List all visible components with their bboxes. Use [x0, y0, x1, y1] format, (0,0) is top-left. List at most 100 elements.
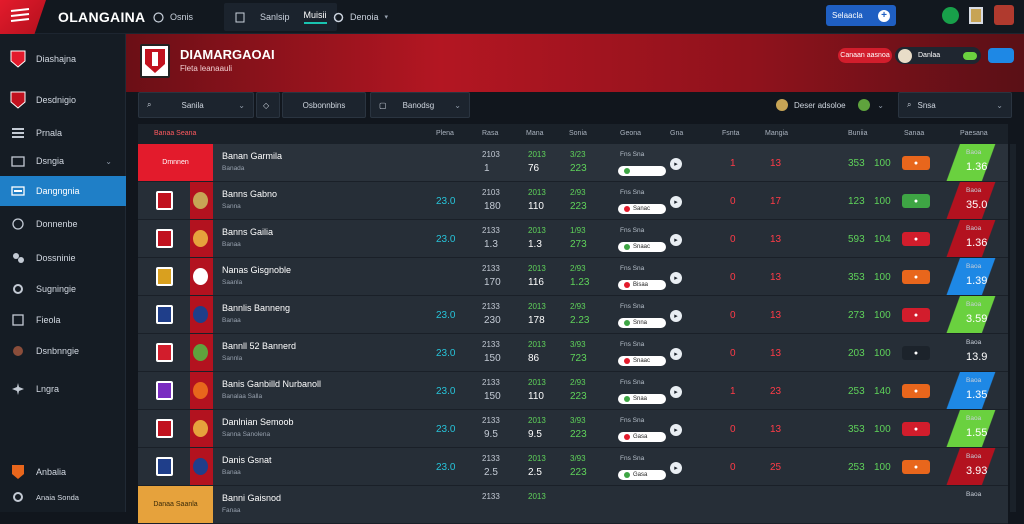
- sidebar-item-2[interactable]: Prnala: [0, 118, 126, 148]
- team-subtitle: Banaa: [222, 241, 241, 248]
- sidebar-item-5[interactable]: Donnenbe: [0, 209, 126, 239]
- action-button[interactable]: ●: [902, 384, 930, 398]
- odds-pill[interactable]: Bisaa: [618, 280, 666, 290]
- action-button[interactable]: ●: [902, 308, 930, 322]
- action-button[interactable]: ●: [902, 156, 930, 170]
- filter-select-1[interactable]: ⌕ Sanila ⌄: [138, 92, 254, 118]
- filter-select-2[interactable]: Osbonnbins: [282, 92, 366, 118]
- price-value[interactable]: 1.36: [966, 237, 988, 249]
- play-icon[interactable]: ▸: [670, 158, 682, 170]
- team-name[interactable]: Danis Gsnat: [222, 455, 272, 465]
- stat-b2: 180: [484, 201, 501, 212]
- top-cta-button[interactable]: Selaacla +: [826, 5, 896, 26]
- table-row[interactable]: Danaa Saanla Banni Gaisnod Fanaa 2133 2013 Ba…: [138, 486, 1008, 524]
- price-label: Baoa: [966, 263, 982, 270]
- avatar[interactable]: [994, 5, 1014, 25]
- odds-pill[interactable]: Snaac: [618, 356, 666, 366]
- table-row[interactable]: Danlnian Semoob Sanna Sanolena 23.0 2133 9.5…: [138, 410, 1008, 448]
- table-row[interactable]: Banns Gailia Banaa 23.0 2133 1.3 2013 1.3 1/93 2…: [138, 220, 1008, 258]
- sidebar-item-6[interactable]: Dossninie: [0, 243, 126, 273]
- play-icon[interactable]: ▸: [670, 462, 682, 474]
- stat-b2: 2.5: [484, 467, 498, 478]
- team-subtitle: Sannla: [222, 355, 243, 362]
- flag-icon[interactable]: [969, 7, 983, 24]
- tab-muisii[interactable]: Muisii: [303, 10, 327, 24]
- table-row[interactable]: Nanas Gisgnoble Saanla 2133 170 2013 116 2/93 1…: [138, 258, 1008, 296]
- action-button[interactable]: ●: [902, 270, 930, 284]
- play-icon[interactable]: ▸: [670, 272, 682, 284]
- alert-pill[interactable]: Canaan aasnoa: [838, 48, 892, 63]
- team-name[interactable]: Danlnian Semoob: [222, 417, 294, 427]
- team-name[interactable]: Banns Gailia: [222, 227, 274, 237]
- sidebar-footer-2[interactable]: Anaia Sonda: [0, 482, 126, 512]
- tag-filter-button[interactable]: ◇: [256, 92, 280, 118]
- sidebar-title[interactable]: Diashajna: [0, 44, 126, 74]
- away-crest-icon: [193, 306, 208, 323]
- filter-select-4[interactable]: Deser adsoloe ⌄: [768, 92, 892, 118]
- sidebar-item-10[interactable]: Lngra: [0, 374, 126, 404]
- sidebar-item-8[interactable]: Fieola: [0, 305, 126, 335]
- price-value[interactable]: 3.93: [966, 465, 988, 477]
- sidebar-item-1[interactable]: Desdnigio: [0, 85, 126, 115]
- toggle-icon: ●: [913, 349, 919, 357]
- sidebar-item-4[interactable]: Dangngnia: [0, 176, 126, 206]
- odds-pill[interactable]: Gasa: [618, 470, 666, 480]
- price-value[interactable]: 3.59: [966, 313, 988, 325]
- sidebar-item-9[interactable]: Dsnbnngie: [0, 336, 126, 366]
- action-button[interactable]: ●: [902, 460, 930, 474]
- table-row[interactable]: Danis Gsnat Banaa 23.0 2133 2.5 2013 2.5 3/93 22…: [138, 448, 1008, 486]
- sidebar-item-7[interactable]: Sugningie: [0, 274, 126, 304]
- table-row[interactable]: Dmnnen Banan Garmila Banada 2103 1 2013 76 3/23…: [138, 144, 1008, 182]
- odds-pill[interactable]: Gasa: [618, 432, 666, 442]
- price-value[interactable]: 1.36: [966, 161, 988, 173]
- play-icon[interactable]: ▸: [670, 424, 682, 436]
- price-value[interactable]: 35.0: [966, 199, 988, 211]
- sidebar-footer-1[interactable]: Anbalia: [0, 457, 126, 487]
- stat-g2: 100: [874, 424, 891, 435]
- team-name[interactable]: Nanas Gisgnoble: [222, 265, 292, 275]
- team-name[interactable]: Banni Gaisnod: [222, 493, 282, 503]
- play-icon[interactable]: ▸: [670, 234, 682, 246]
- table-row[interactable]: Bannlis Banneng Banaa 23.0 2133 230 2013 178 2/…: [138, 296, 1008, 334]
- price-value[interactable]: 1.39: [966, 275, 988, 287]
- odds-pill[interactable]: Snna: [618, 318, 666, 328]
- brand-logo[interactable]: [0, 0, 46, 34]
- price-label: Baoa: [966, 453, 982, 460]
- play-icon[interactable]: ▸: [670, 348, 682, 360]
- play-icon[interactable]: ▸: [670, 310, 682, 322]
- notification-button[interactable]: [988, 48, 1014, 63]
- sidebar-item-3[interactable]: Dsngia ⌄: [0, 146, 126, 176]
- stat-d2: 223: [570, 429, 587, 440]
- table-row[interactable]: Banns Gabno Sanna 23.0 2103 180 2013 110 2/93 22…: [138, 182, 1008, 220]
- topnav-item-3[interactable]: Denoia ▾: [332, 0, 388, 34]
- action-button[interactable]: ●: [902, 232, 930, 246]
- action-button[interactable]: ●: [902, 194, 930, 208]
- odds-pill[interactable]: [618, 166, 666, 176]
- action-button[interactable]: ●: [902, 346, 930, 360]
- team-name[interactable]: Banis Ganbilld Nurbanoll: [222, 379, 322, 389]
- team-name[interactable]: Bannll 52 Bannerd: [222, 341, 297, 351]
- play-icon[interactable]: ▸: [670, 196, 682, 208]
- odds-pill[interactable]: Snaa: [618, 394, 666, 404]
- scrollbar[interactable]: [1010, 144, 1016, 512]
- price-value[interactable]: 13.9: [966, 351, 988, 363]
- team-name[interactable]: Bannlis Banneng: [222, 303, 291, 313]
- action-button[interactable]: ●: [902, 422, 930, 436]
- filter-select-3[interactable]: ▢ Banodsg ⌄: [370, 92, 470, 118]
- team-name[interactable]: Banns Gabno: [222, 189, 278, 199]
- stat-c1: 2013: [528, 492, 546, 501]
- play-icon[interactable]: ▸: [670, 386, 682, 398]
- topnav-item-1[interactable]: Osnis: [152, 0, 193, 34]
- odds-pill[interactable]: Snaac: [618, 242, 666, 252]
- odds-pill[interactable]: Sanac: [618, 204, 666, 214]
- team-name[interactable]: Banan Garmila: [222, 151, 283, 161]
- settings-icon: [10, 281, 26, 297]
- price-value[interactable]: 1.35: [966, 389, 988, 401]
- chat-icon[interactable]: [942, 7, 959, 24]
- tab-sanlsip[interactable]: Sanlsip: [260, 12, 290, 22]
- table-row[interactable]: Bannll 52 Bannerd Sannla 23.0 2133 150 2013 86…: [138, 334, 1008, 372]
- price-value[interactable]: 1.55: [966, 427, 988, 439]
- search-input[interactable]: ⌕ Snsa ⌄: [898, 92, 1012, 118]
- table-row[interactable]: Banis Ganbilld Nurbanoll Banalaa Salla 23.…: [138, 372, 1008, 410]
- user-pill[interactable]: Danlaa: [895, 47, 981, 64]
